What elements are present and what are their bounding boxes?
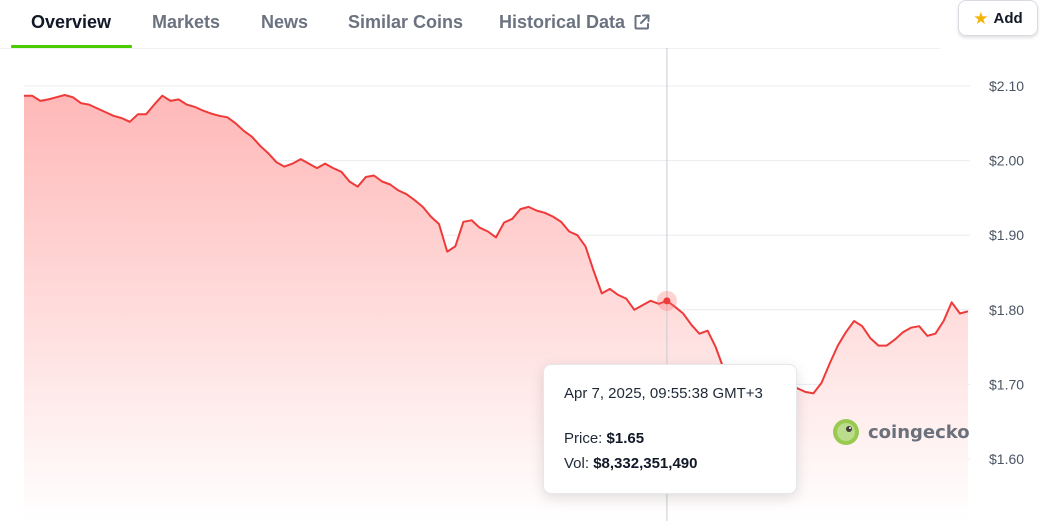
star-icon: ★: [973, 8, 989, 28]
tooltip-vol-label: Vol:: [564, 455, 590, 472]
watermark-text: coingecko: [868, 422, 970, 443]
tab-historical-data-label: Historical Data: [499, 12, 626, 32]
coingecko-watermark: coingecko: [833, 419, 970, 445]
add-button[interactable]: ★ Add: [958, 0, 1038, 36]
tooltip-date: Apr 7, 2025, 09:55:38 GMT+3: [564, 385, 763, 402]
tab-historical-data[interactable]: Historical Data: [499, 12, 651, 48]
y-tick-label: $1.60: [989, 451, 1024, 467]
coingecko-logo-icon: [833, 419, 859, 445]
tooltip-vol-value: $8,332,351,490: [593, 455, 698, 472]
price-area-fill: [24, 95, 968, 521]
y-tick-label: $1.70: [989, 376, 1024, 392]
tooltip-price-row: Price: $1.65: [564, 430, 644, 447]
tab-similar-coins[interactable]: Similar Coins: [348, 12, 464, 32]
tab-markets[interactable]: Markets: [152, 12, 221, 32]
y-tick-label: $2.00: [989, 153, 1024, 169]
y-axis: $1.60 $1.70 $1.80 $1.90 $2.00 $2.10: [989, 78, 1024, 467]
tab-overview[interactable]: Overview: [31, 12, 112, 32]
price-line: [24, 94, 969, 422]
price-tooltip: Apr 7, 2025, 09:55:38 GMT+3 Price: $1.65…: [543, 364, 797, 494]
y-tick-label: $2.10: [989, 78, 1024, 94]
tooltip-price-label: Price:: [564, 430, 603, 447]
tooltip-price-value: $1.65: [606, 430, 645, 447]
add-button-label: Add: [993, 9, 1023, 27]
y-tick-label: $1.80: [989, 302, 1024, 318]
y-tick-label: $1.90: [989, 227, 1024, 243]
price-chart[interactable]: coingecko $1.60 $1.70 $1.80 $1.90 $2.00 $2.10: [0, 48, 1059, 521]
external-link-icon: [633, 13, 651, 36]
tab-news[interactable]: News: [261, 12, 309, 32]
tab-bar: Overview Markets News Similar Coins Hist…: [0, 0, 940, 49]
active-tab-indicator: [11, 45, 132, 48]
hover-point: [663, 297, 671, 305]
tooltip-volume-row: Vol: $8,332,351,490: [564, 455, 697, 472]
